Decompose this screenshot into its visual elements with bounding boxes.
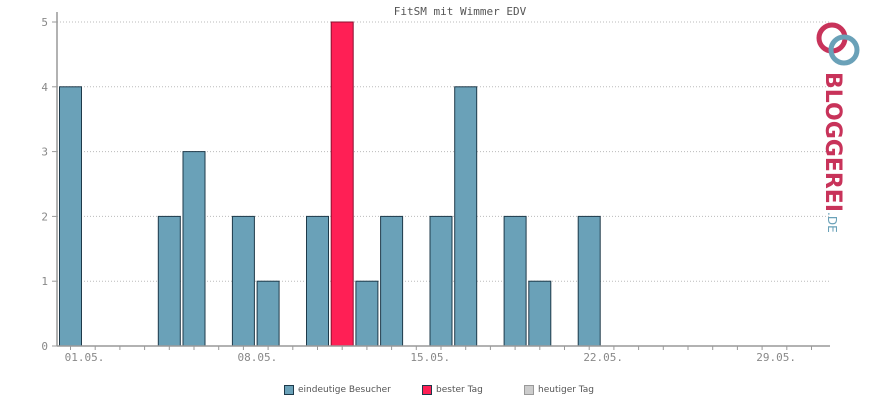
- chart-title: FitSM mit Wimmer EDV: [394, 5, 527, 18]
- legend-item-best-day: bester Tag: [422, 385, 483, 395]
- bar-day-19: [503, 215, 527, 347]
- axes: [52, 12, 830, 350]
- legend-swatch-visitors: [284, 385, 294, 395]
- bar-day-5: [157, 215, 181, 347]
- x-tick-label: 22.05.: [583, 351, 623, 364]
- y-tick-label: 5: [41, 16, 48, 29]
- y-tick-label: 2: [41, 210, 48, 223]
- x-tick-label: 01.05.: [65, 351, 105, 364]
- bars: [59, 21, 601, 347]
- legend-item-today: heutiger Tag: [524, 385, 594, 395]
- bar-day-17: [454, 86, 478, 347]
- logo-name: BLOGGEREI: [820, 72, 845, 213]
- bar-day-8: [231, 215, 255, 347]
- y-tick-label: 4: [41, 81, 48, 94]
- x-tick-label: 15.05.: [410, 351, 450, 364]
- y-tick-label: 0: [41, 340, 48, 353]
- x-tick-label: 29.05.: [756, 351, 796, 364]
- bar-day-16: [429, 215, 453, 347]
- bloggerei-logo: [812, 18, 868, 218]
- bar-day-13: [355, 280, 379, 347]
- bloggerei-logo-icon: [816, 22, 860, 66]
- y-axis-ticks: 0 1 2 3 4 5: [41, 16, 48, 353]
- bar-day-14: [380, 215, 404, 347]
- y-tick-label: 1: [41, 275, 48, 288]
- visitor-bar-chart: FitSM mit Wimmer EDV 0 1 2 3 4 5 01.05. 08.05.…: [41, 5, 830, 364]
- logo-suffix: .DE: [825, 212, 839, 233]
- x-axis-ticks: 01.05. 08.05. 15.05. 22.05. 29.05.: [65, 351, 796, 364]
- bar-day-22: [577, 215, 601, 347]
- y-tick-label: 3: [41, 146, 48, 159]
- legend-label-best-day: bester Tag: [436, 385, 483, 395]
- bar-day-1: [59, 86, 82, 347]
- x-tick-label: 08.05.: [238, 351, 278, 364]
- legend-item-visitors: eindeutige Besucher: [284, 385, 391, 395]
- bar-day-20: [528, 280, 552, 347]
- legend: eindeutige Besucher bester Tag heutiger …: [0, 385, 870, 399]
- bar-day-6: [182, 151, 206, 347]
- bloggerei-logo-text: BLOGGEREI.DE: [818, 72, 846, 233]
- bar-day-9: [256, 280, 280, 347]
- bar-day-11: [306, 215, 329, 347]
- legend-swatch-today: [524, 385, 534, 395]
- legend-label-today: heutiger Tag: [538, 385, 595, 395]
- bar-day-12: [330, 21, 354, 347]
- legend-swatch-best-day: [422, 385, 432, 395]
- legend-label-visitors: eindeutige Besucher: [298, 385, 391, 395]
